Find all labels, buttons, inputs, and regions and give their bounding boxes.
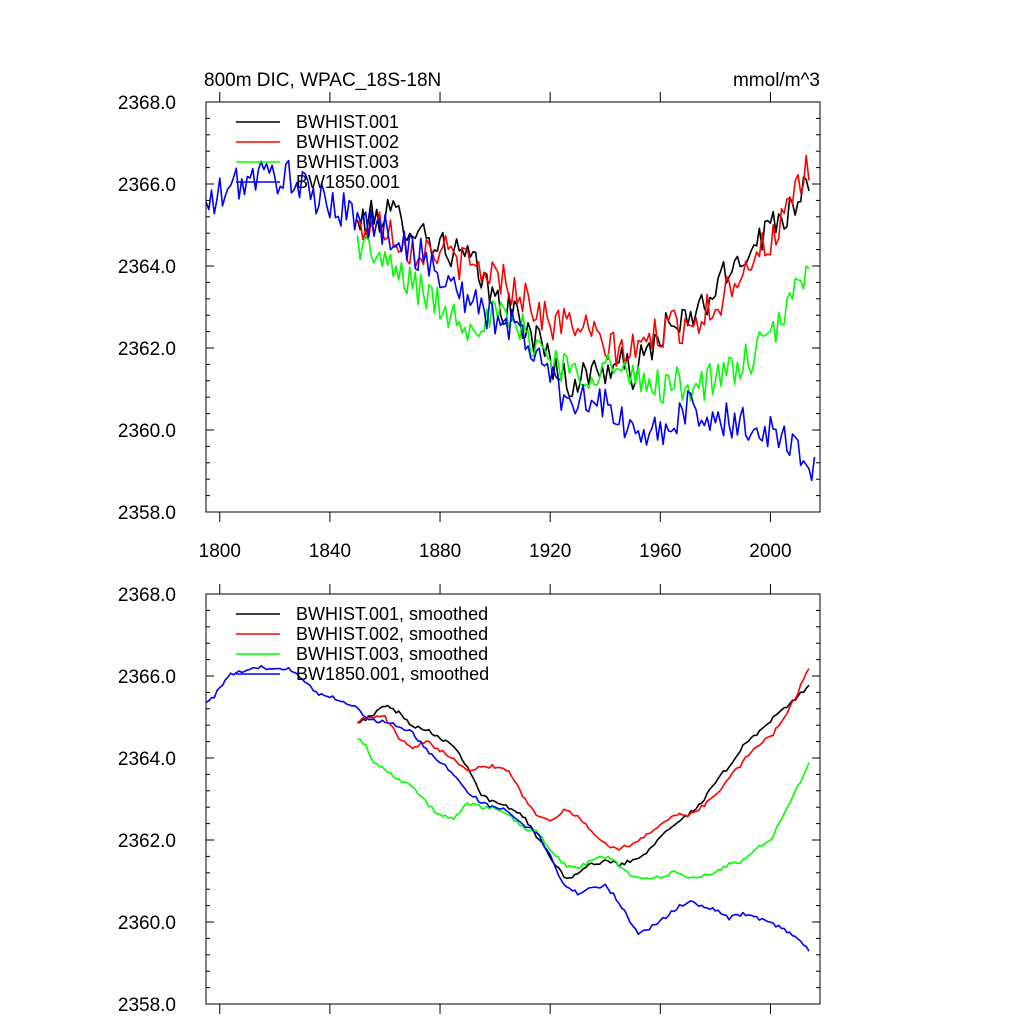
y-tick-label: 2364.0: [118, 749, 176, 770]
series-line-bwhist-001-smoothed: [357, 684, 810, 880]
chart-title: 800m DIC, WPAC_18S-18N: [204, 70, 441, 91]
y-tick-label: 2368.0: [118, 93, 176, 114]
legend-label: BW1850.001, smoothed: [296, 664, 489, 684]
x-tick-label: 2000: [749, 541, 791, 562]
data-series: [205, 154, 816, 482]
y-tick-label: 2358.0: [118, 995, 176, 1016]
legend-label: BWHIST.003: [296, 152, 399, 172]
legend-label: BWHIST.002, smoothed: [296, 624, 488, 644]
x-tick-label: 1800: [199, 541, 241, 562]
series-line-bwhist-003: [356, 234, 810, 404]
axis-ticks: 2358.0 2360.0 2362.0 2364.0 2366.0 2368.0: [118, 584, 820, 1016]
legend-label: BW1850.001: [296, 172, 400, 192]
y-tick-label: 2366.0: [118, 175, 176, 196]
raw-timeseries-panel: 800m DIC, WPAC_18S-18N mmol/m^3 2358.023…: [118, 70, 821, 562]
legend-label: BWHIST.002: [296, 132, 399, 152]
y-tick-label: 2358.0: [118, 503, 176, 524]
legend-label: BWHIST.001, smoothed: [296, 604, 488, 624]
data-series: [205, 664, 810, 952]
y-tick-label: 2368.0: [118, 585, 176, 606]
x-tick-label: 1840: [309, 541, 351, 562]
plot-frame: [205, 101, 821, 513]
x-tick-label: 1960: [639, 541, 681, 562]
y-tick-label: 2362.0: [118, 831, 176, 852]
series-line-bwhist-003-smoothed: [357, 738, 810, 880]
series-line-bwhist-001: [356, 176, 810, 398]
plot-frame: [205, 593, 821, 1005]
y-tick-label: 2364.0: [118, 257, 176, 278]
legend-label: BWHIST.001: [296, 112, 399, 132]
series-line-bw1850-001-smoothed: [205, 664, 810, 952]
x-tick-label: 1920: [529, 541, 571, 562]
y-tick-label: 2362.0: [118, 339, 176, 360]
series-line-bwhist-002-smoothed: [356, 668, 810, 851]
x-tick-label: 1880: [419, 541, 461, 562]
y-tick-label: 2366.0: [118, 667, 176, 688]
legend-label: BWHIST.003, smoothed: [296, 644, 488, 664]
y-tick-label: 2360.0: [118, 913, 176, 934]
units-label: mmol/m^3: [733, 70, 820, 91]
y-tick-label: 2360.0: [118, 421, 176, 442]
smoothed-timeseries-panel: 2358.0 2360.0 2362.0 2364.0 2366.0 2368.0 BWH…: [118, 584, 821, 1016]
series-line-bw1850-001: [205, 159, 816, 482]
series-line-bwhist-002: [356, 154, 810, 367]
axis-ticks: 2358.0 2360.0 2362.0 2364.0 2366.0 2368.0 1800…: [118, 92, 820, 562]
